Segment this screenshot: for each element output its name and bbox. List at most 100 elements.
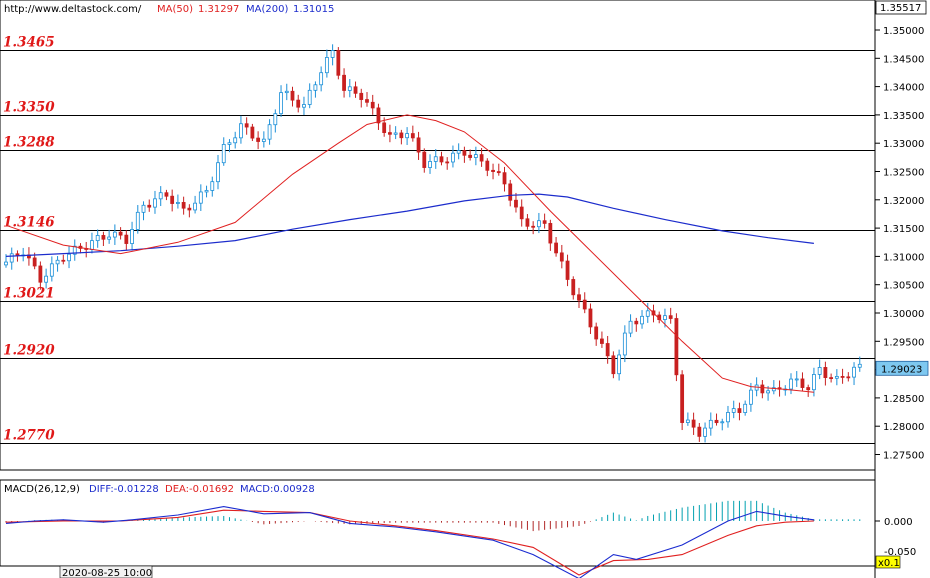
candle-body xyxy=(565,260,570,280)
level-label-5: 1.2920 xyxy=(3,343,55,359)
candle-body xyxy=(135,211,140,230)
candle-body xyxy=(342,74,346,91)
candlesticks xyxy=(4,44,862,443)
candle-body xyxy=(416,137,421,153)
candle-body xyxy=(519,206,524,220)
candle-body xyxy=(708,419,713,429)
candle-body xyxy=(428,161,432,168)
macd-macd-label: MACD:0.00928 xyxy=(240,484,315,495)
candle-body xyxy=(376,107,381,124)
candle-body xyxy=(290,90,295,101)
candle-body xyxy=(181,202,186,209)
candle-body xyxy=(256,137,261,142)
candle-body xyxy=(663,315,667,320)
candle-body xyxy=(107,236,112,240)
candle-body xyxy=(468,154,473,158)
source-url: http://www.deltastock.com/ xyxy=(4,4,142,15)
candle-body xyxy=(536,220,541,228)
candle-body xyxy=(313,84,318,91)
candle-body xyxy=(9,253,14,263)
candle-body xyxy=(284,90,289,94)
candle-body xyxy=(794,378,799,381)
top-price-label: 1.35517 xyxy=(880,3,921,14)
price-tick-9: 1.30500 xyxy=(883,281,924,292)
candle-body xyxy=(640,315,644,325)
candle-body xyxy=(514,199,518,208)
candle-body xyxy=(806,387,811,391)
candle-body xyxy=(319,72,324,86)
price-tick-0: 1.35000 xyxy=(883,26,924,37)
candle-body xyxy=(720,421,725,424)
candle-body xyxy=(600,338,604,344)
candle-body xyxy=(571,279,576,296)
candle-body xyxy=(210,181,215,191)
ma50-label: MA(50) xyxy=(157,4,193,15)
candle-body xyxy=(577,294,581,301)
candle-body xyxy=(279,92,283,115)
candle-body xyxy=(198,191,203,204)
candle-body xyxy=(365,99,369,103)
candle-body xyxy=(634,320,639,325)
candle-body xyxy=(112,231,117,238)
candle-body xyxy=(479,154,484,162)
candle-body xyxy=(743,403,748,413)
candle-body xyxy=(422,151,427,168)
candle-body xyxy=(141,204,146,213)
candle-body xyxy=(749,389,753,405)
candle-body xyxy=(353,86,358,94)
candle-body xyxy=(685,419,690,423)
candle-body xyxy=(4,261,8,266)
price-panel xyxy=(0,0,876,471)
price-axis-ticks: 1.35000 1.34500 1.34000 1.33500 1.33000 1.325… xyxy=(875,26,924,462)
candle-body xyxy=(90,240,94,250)
candle-body xyxy=(668,315,673,319)
candle-body xyxy=(508,183,513,201)
candle-body xyxy=(559,252,564,262)
candle-body xyxy=(628,320,633,334)
level-label-2: 1.3288 xyxy=(3,135,55,151)
price-tick-7: 1.31500 xyxy=(883,224,924,235)
candle-body xyxy=(760,384,765,394)
candle-body xyxy=(462,150,467,156)
candle-body xyxy=(823,367,828,378)
candle-body xyxy=(393,132,398,135)
price-tick-1: 1.34500 xyxy=(883,54,924,65)
candle-body xyxy=(548,223,553,244)
top-price-box xyxy=(875,0,927,15)
price-tick-5: 1.32500 xyxy=(883,168,924,179)
macd-diff-label: DIFF:-0.01228 xyxy=(89,484,159,495)
candle-body xyxy=(852,366,856,378)
candle-body xyxy=(789,378,793,390)
candle-body xyxy=(410,133,415,139)
candle-body xyxy=(101,235,106,240)
candle-body xyxy=(273,113,278,126)
candle-body xyxy=(456,150,461,154)
candle-body xyxy=(834,376,839,379)
candle-body xyxy=(582,299,587,310)
ma200-value: 1.31015 xyxy=(293,4,334,15)
candle-body xyxy=(153,198,157,208)
candle-body xyxy=(645,310,650,317)
candle-body xyxy=(502,172,507,185)
candle-body xyxy=(233,137,238,144)
candle-body xyxy=(812,374,816,391)
candle-body xyxy=(164,192,169,197)
candle-body xyxy=(175,202,180,204)
ma50-value: 1.31297 xyxy=(198,4,239,15)
candle-body xyxy=(496,171,501,174)
candle-body xyxy=(250,126,255,139)
level-label-6: 1.2770 xyxy=(3,428,55,444)
candle-body xyxy=(267,124,272,140)
candle-body xyxy=(611,355,616,375)
candle-body xyxy=(227,142,232,145)
candle-body xyxy=(554,242,558,254)
price-tick-4: 1.33000 xyxy=(883,139,924,150)
price-tick-10: 1.30000 xyxy=(883,309,924,320)
candle-body xyxy=(691,419,696,428)
current-price-label: 1.29023 xyxy=(881,364,922,375)
candle-body xyxy=(697,426,702,437)
level-label-3: 1.3146 xyxy=(3,215,55,231)
candle-body xyxy=(193,202,197,211)
candle-body xyxy=(296,99,301,108)
